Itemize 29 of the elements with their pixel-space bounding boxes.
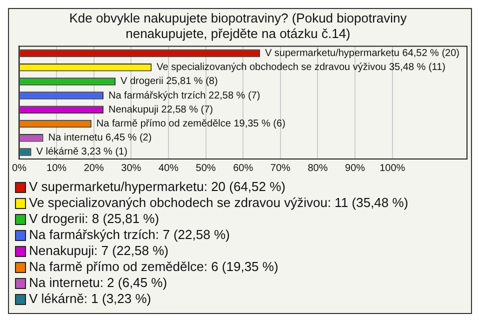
data-label: Na farmě přímo od zemědělce 19,35 % (6) bbox=[96, 118, 286, 130]
data-label: V supermarketu/hypermarketu 64,52 % (20) bbox=[264, 48, 460, 59]
x-tick-label: 40% bbox=[158, 162, 179, 174]
data-label: Ve specializovaných obchodech se zdravou výživou 35,48 % (11) bbox=[156, 62, 446, 74]
text: V drogerii: 8 (25,81 %) bbox=[29, 211, 160, 227]
x-tick-label: 10% bbox=[46, 162, 67, 174]
x-tick-label: 60% bbox=[233, 162, 254, 174]
text: nenakupujete, přejděte na otázku č.14) bbox=[126, 26, 350, 41]
x-tick-label: 20% bbox=[84, 162, 104, 174]
text: Na internetu: 2 (6,45 %) bbox=[29, 275, 168, 291]
x-tick-label: 30% bbox=[121, 162, 142, 174]
text: V supermarketu/hypermarketu: 20 (64,52 %) bbox=[29, 179, 286, 195]
x-tick-label: 100% bbox=[380, 162, 406, 174]
x-tick-label: 90% bbox=[345, 162, 366, 174]
data-label: Na internetu 6,45 % (2) bbox=[48, 132, 152, 144]
text: Kde obvykle nakupujete biopotraviny? (Pokud biopotraviny bbox=[69, 10, 407, 26]
x-tick-label: 50% bbox=[196, 162, 216, 174]
text: V lékárně: 1 (3,23 %) bbox=[29, 291, 152, 307]
x-tick-label: 0% bbox=[12, 162, 27, 174]
x-tick-label: 70% bbox=[270, 162, 291, 174]
text: Nenakupuji: 7 (22,58 %) bbox=[29, 243, 168, 259]
data-label: Na farmářských trzích 22,58 % (7) bbox=[108, 90, 260, 102]
text: Na farmářských trzích: 7 (22,58 %) bbox=[29, 227, 230, 243]
data-label: Nenakupuji 22,58 % (7) bbox=[108, 104, 213, 116]
data-label: V drogerii 25,81 % (8) bbox=[120, 76, 218, 88]
text: Ve specializovaných obchodech se zdravou výživou: 11 (35,48 %) bbox=[29, 195, 408, 211]
data-label: V lékárně 3,23 % (1) bbox=[36, 146, 128, 158]
x-tick-label: 80% bbox=[308, 162, 328, 174]
text: Na farmě přímo od zemědělce: 6 (19,35 %) bbox=[29, 259, 278, 275]
